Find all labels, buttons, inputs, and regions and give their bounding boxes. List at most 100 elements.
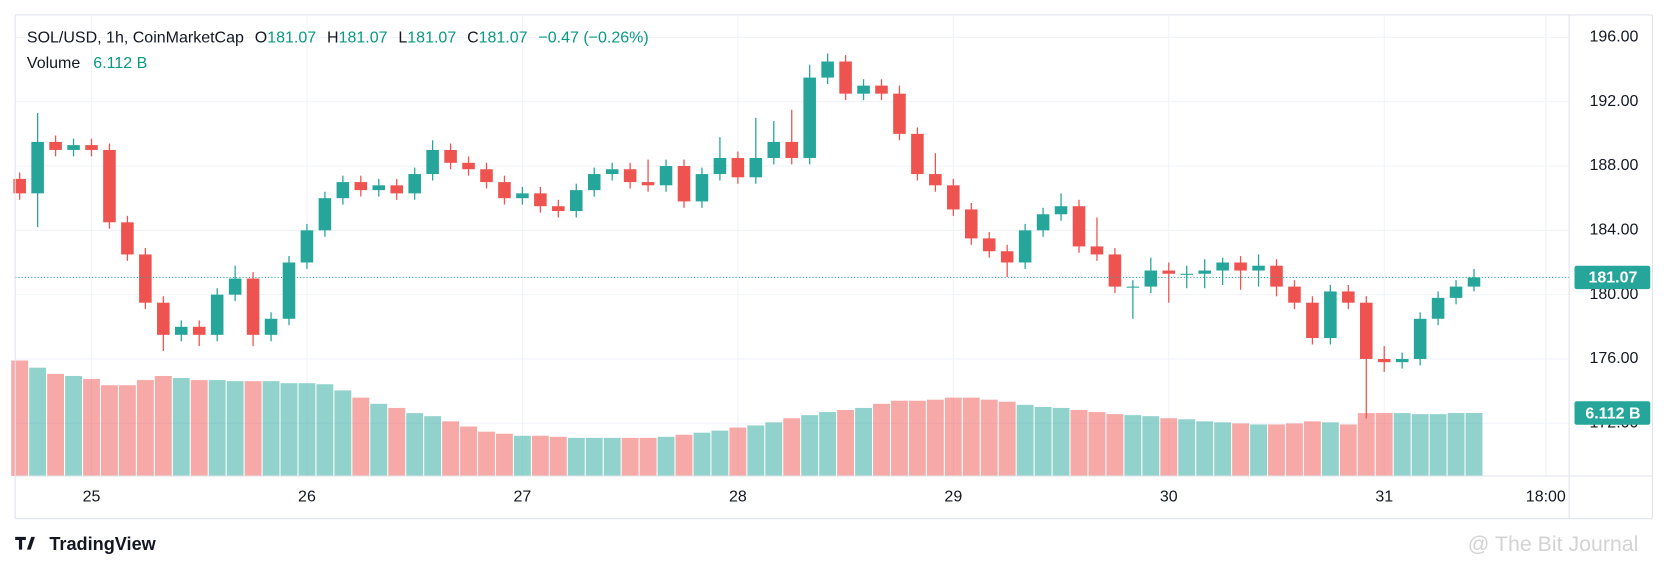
candle-body	[318, 198, 332, 231]
brand-name: TradingView	[49, 534, 156, 554]
volume-bar	[226, 381, 244, 477]
candle-body	[13, 178, 26, 194]
volume-tag	[1574, 401, 1651, 425]
x-tick-label: 29	[944, 489, 962, 506]
volume-bar	[585, 437, 603, 477]
candle-body	[49, 141, 62, 150]
volume-layer	[11, 360, 1483, 477]
volume-bar	[172, 378, 190, 477]
candle-body	[569, 190, 583, 212]
volume-bar	[693, 432, 711, 477]
volume-bar	[1339, 424, 1357, 477]
candle-body	[1324, 291, 1337, 339]
volume-bar	[837, 410, 855, 477]
candle-body	[803, 77, 816, 158]
candle-body	[516, 193, 529, 199]
high-label: H	[327, 30, 339, 47]
candle-body	[1090, 246, 1104, 255]
volume-bar	[29, 367, 47, 477]
volume-bar	[1034, 406, 1052, 477]
candle-body	[875, 85, 888, 94]
candle-body	[982, 238, 996, 252]
candle-body	[1395, 358, 1409, 363]
candle-body	[1036, 214, 1050, 231]
volume-bar	[891, 400, 908, 477]
candle-body	[354, 182, 368, 191]
volume-bar	[1286, 423, 1303, 477]
volume-bar	[603, 437, 621, 477]
candle-body	[210, 294, 224, 335]
candle-body	[1162, 270, 1176, 274]
candle-body	[480, 169, 493, 183]
candle-body	[336, 182, 350, 199]
volume-bar	[244, 381, 262, 477]
candle-layer	[13, 53, 1481, 419]
candle-body	[246, 278, 260, 335]
symbol: SOL/USD, 1h, CoinMarketCap	[27, 30, 244, 47]
candle-body	[1216, 262, 1229, 271]
candle-body	[785, 141, 799, 158]
volume-bar	[962, 397, 980, 477]
candle-body	[1144, 270, 1158, 287]
candle-body	[964, 209, 978, 239]
volume-bar	[370, 403, 388, 477]
x-tick-label: 31	[1375, 489, 1393, 506]
volume-bar	[478, 431, 495, 477]
volume-bar	[639, 437, 657, 477]
candle-body	[31, 141, 44, 194]
candle-body	[1359, 302, 1373, 359]
last-price-label: 181.07	[1588, 270, 1637, 287]
volume-bar	[316, 384, 334, 477]
candle-body	[121, 222, 134, 255]
candle-body	[947, 185, 960, 210]
candle-body	[911, 133, 924, 175]
x-tick-label: 28	[729, 489, 747, 506]
volume-bar	[1178, 419, 1196, 477]
volume-bar	[1411, 414, 1429, 477]
close-value: 181.07	[479, 30, 528, 47]
volume-bar	[747, 425, 765, 477]
candle-body	[498, 182, 511, 199]
legend-line: SOL/USD, 1h, CoinMarketCap O181.07 H181.…	[27, 30, 649, 47]
volume-bar	[531, 435, 549, 477]
candle-body	[534, 193, 547, 207]
candle-body	[1180, 273, 1194, 275]
volume-bar	[1142, 416, 1160, 477]
volume-bar	[460, 426, 477, 477]
x-tick-label: 25	[83, 489, 101, 506]
volume-bar	[406, 413, 424, 477]
candle-body	[1377, 358, 1391, 363]
volume-bar	[1447, 413, 1465, 477]
volume-bar	[1303, 421, 1321, 477]
candle-body	[929, 174, 942, 186]
volume-bar	[496, 433, 513, 477]
volume-bar	[334, 390, 352, 477]
candle-body	[605, 169, 619, 175]
volume-bar	[442, 421, 460, 477]
last-price-tag	[1574, 265, 1651, 290]
volume-bar	[101, 385, 118, 477]
candle-body	[67, 145, 80, 150]
candle-body	[444, 149, 457, 163]
volume-bar	[424, 416, 442, 477]
volume-bar	[549, 436, 567, 477]
candle-body	[1018, 230, 1032, 263]
grid	[15, 16, 1570, 477]
candle-body	[713, 157, 727, 175]
candle-body	[857, 85, 870, 94]
candle-body	[1449, 286, 1463, 298]
candle-body	[1198, 270, 1211, 274]
volume-bar	[208, 380, 226, 477]
candle-body	[228, 278, 242, 295]
candle-body	[659, 166, 673, 186]
candle-body	[282, 262, 296, 319]
volume-bar	[855, 407, 872, 477]
x-tick-label: 30	[1160, 489, 1178, 506]
candle-body	[893, 93, 906, 134]
candle-body	[103, 149, 116, 223]
candle-body	[426, 149, 439, 175]
volume-tag-label: 6.112 B	[1585, 405, 1640, 422]
volume-bar	[1375, 413, 1393, 477]
